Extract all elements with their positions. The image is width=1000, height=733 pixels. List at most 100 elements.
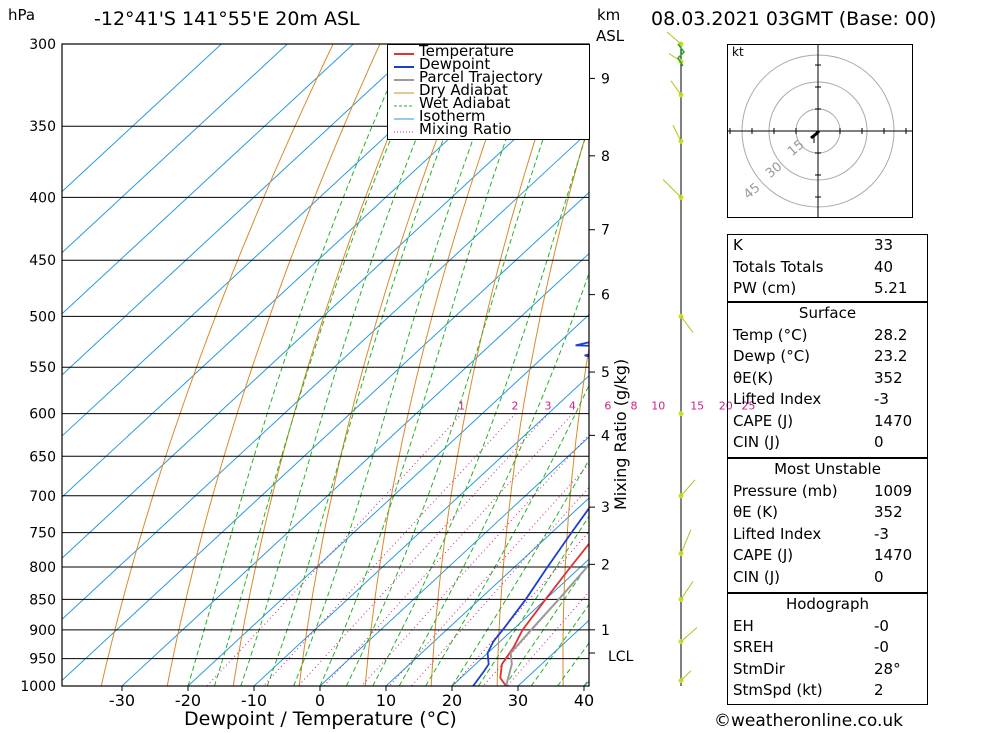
temperature-series	[499, 542, 589, 686]
wind-barb	[662, 179, 682, 198]
pressure-tick-label: 500	[29, 309, 56, 325]
surface-title: Surface	[798, 304, 857, 322]
stat-value: -0	[874, 638, 889, 656]
mixing-ratio-line	[482, 564, 589, 686]
wind-barb	[677, 43, 685, 67]
wet-adiabat-line	[213, 44, 431, 686]
mixing-ratio-line	[411, 486, 589, 686]
mixing-ratio-axis-title: Mixing Ratio (g/kg)	[611, 358, 630, 510]
x-axis-title: Dewpoint / Temperature (°C)	[184, 708, 457, 730]
lcl-label: LCL	[608, 649, 634, 665]
stat-value: 352	[874, 368, 903, 387]
km-tick-label: 4	[601, 428, 610, 444]
isotherm-line	[385, 497, 589, 686]
wet-adiabat-line	[319, 44, 541, 686]
mixing-ratio-label: 8	[630, 400, 637, 413]
isotherm-line	[62, 69, 589, 559]
mixing-ratio-label: 3	[545, 400, 552, 413]
wet-adiabat-line	[504, 562, 589, 686]
indices-table: K 33 Totals Totals 40 PW (cm) 5.21	[727, 234, 928, 302]
mixing-ratio-label: 6	[604, 400, 611, 413]
stat-key: θE(K)	[733, 368, 774, 387]
pressure-tick-label: 650	[29, 449, 56, 465]
stat-key: StmDir	[733, 659, 785, 678]
stat-key: CIN (J)	[733, 567, 781, 586]
dry-adiabat-line	[166, 44, 381, 686]
legend-dewpoint: Dewpoint	[419, 55, 491, 73]
mixing-ratio-label: 4	[569, 400, 576, 413]
pressure-tick-label: 1000	[20, 679, 56, 695]
location-title: -12°41'S 141°55'E 20m ASL	[94, 8, 360, 30]
mixing-ratio-label: 10	[651, 400, 665, 413]
asl-unit: ASL	[596, 27, 625, 45]
stat-key: PW (cm)	[733, 279, 797, 297]
stat-value: 28.2	[874, 325, 908, 344]
stat-key: Dewp (°C)	[733, 347, 811, 365]
dewpoint-series	[472, 341, 589, 686]
stat-value: 1470	[874, 546, 913, 564]
legend-temperature: Temperature	[419, 42, 515, 60]
pressure-tick-label: 300	[29, 37, 56, 53]
km-tick-label: 8	[601, 149, 610, 165]
hodograph-title: Hodograph	[785, 595, 870, 613]
hpa-unit: hPa	[8, 6, 36, 24]
wind-barb	[680, 316, 694, 333]
wind-barb	[680, 581, 694, 600]
stat-value: -3	[874, 390, 889, 408]
stat-key: θE (K)	[733, 503, 778, 521]
isotherm-line	[62, 44, 552, 498]
x-tick-label: 20	[442, 691, 462, 710]
stat-value: 1470	[874, 411, 913, 430]
x-tick-label: 10	[376, 691, 396, 710]
stat-key: StmSpd (kt)	[733, 681, 823, 699]
dry-adiabat-line	[973, 44, 1000, 686]
surface-table: Surface Temp (°C) 28.2 Dewp (°C) 23.2 θE(K…	[727, 302, 928, 458]
isotherm-line	[451, 558, 589, 686]
wet-adiabat-line	[530, 603, 589, 686]
mixing-ratio-line	[361, 434, 589, 686]
legend-parcel: Parcel Trajectory	[419, 68, 543, 86]
wind-barb	[680, 529, 692, 554]
hodograph-unit: kt	[732, 45, 744, 59]
x-tick-label: -30	[109, 691, 135, 710]
pressure-tick-label: 800	[29, 560, 56, 576]
pressure-tick-label: 950	[29, 652, 56, 668]
pressure-tick-label: 850	[29, 592, 56, 608]
isotherm-line	[62, 130, 589, 621]
stat-value: 5.21	[874, 279, 908, 297]
isotherm-line	[62, 44, 354, 315]
pressure-tick-label: 550	[29, 360, 56, 376]
wind-barb	[670, 80, 682, 96]
km-tick-label: 5	[601, 365, 610, 381]
stat-key: EH	[733, 616, 754, 635]
wind-barb	[680, 670, 692, 681]
stat-key: K	[733, 236, 743, 254]
wet-adiabat-line	[425, 384, 589, 686]
legend-wet-adiabat: Wet Adiabat	[419, 94, 511, 112]
wind-barb	[666, 31, 682, 45]
legend-isotherm: Isotherm	[419, 107, 486, 125]
most-unstable-title: Most Unstable	[774, 460, 881, 478]
isotherm-line	[62, 191, 589, 682]
x-tick-label: -20	[175, 691, 201, 710]
pressure-tick-label: 450	[29, 253, 56, 269]
stat-value: 40	[874, 257, 894, 276]
stat-value: -3	[874, 524, 889, 543]
stat-value: 1009	[874, 481, 913, 500]
credit-link[interactable]: ©weatheronline.co.uk	[714, 711, 904, 731]
stat-key: Lifted Index	[733, 390, 822, 408]
mixing-ratio-label: 15	[690, 400, 704, 413]
mixing-ratio-label: 25	[741, 400, 755, 413]
dry-adiabat-line	[232, 44, 428, 686]
stat-value: 0	[874, 433, 884, 451]
stat-value: 2	[874, 681, 884, 699]
x-tick-label: 30	[508, 691, 528, 710]
x-tick-label: 40	[574, 691, 594, 710]
pressure-tick-label: 400	[29, 190, 56, 206]
isotherm-line	[121, 252, 589, 686]
stat-key: CAPE (J)	[733, 411, 794, 430]
mixing-ratio-line	[452, 531, 589, 686]
km-tick-label: 2	[601, 557, 610, 573]
wind-dot	[678, 411, 684, 417]
